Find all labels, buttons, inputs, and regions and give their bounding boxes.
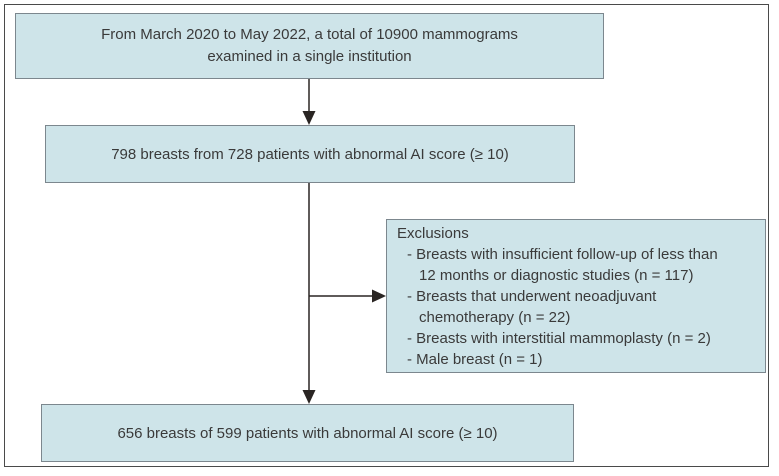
node-abnormal-initial: 798 breasts from 728 patients with abnor… — [45, 125, 575, 183]
node-abnormal-final: 656 breasts of 599 patients with abnorma… — [41, 404, 574, 462]
node-abnormal-initial-text: 798 breasts from 728 patients with abnor… — [111, 145, 509, 163]
exclusion-item-followup: - Breasts with insufficient follow-up of… — [407, 246, 718, 284]
exclusion-item-male-breast: - Male breast (n = 1) — [407, 351, 543, 368]
exclusion-item-mammoplasty: - Breasts with interstitial mammoplasty … — [407, 330, 711, 347]
node-exclusions: Exclusions - Breasts with insufficient f… — [386, 219, 766, 373]
node-abnormal-final-text: 656 breasts of 599 patients with abnorma… — [117, 424, 498, 442]
exclusion-item-chemotherapy: - Breasts that underwent neoadjuvant che… — [407, 288, 657, 326]
exclusions-title: Exclusions — [397, 225, 469, 242]
node-total-mammograms: From March 2020 to May 2022, a total of … — [15, 13, 604, 79]
node-total-mammograms-text: From March 2020 to May 2022, a total of … — [101, 26, 518, 65]
